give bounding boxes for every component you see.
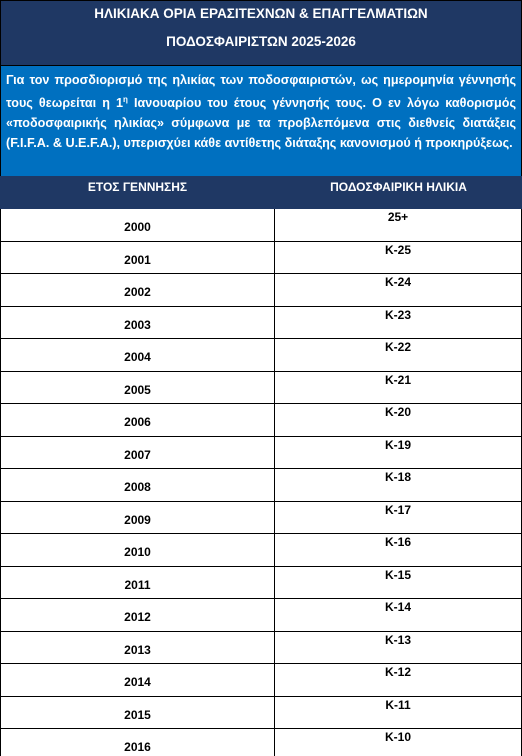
table-row: 2008 K-18	[0, 469, 522, 502]
table-body: 2000 25+ 2001 K-25 2002 K-24 2003 K-23 2004 K-22 2…	[0, 209, 522, 756]
age-cell: K-24	[275, 274, 522, 306]
table-row: 2005 K-21	[0, 371, 522, 404]
year-cell: 2010	[0, 534, 275, 566]
age-cell: K-16	[275, 534, 522, 566]
superscript: η	[122, 95, 128, 104]
year-cell: 2016	[0, 729, 275, 756]
table-row: 2009 K-17	[0, 501, 522, 534]
note-text: Ιανουαρίου του έτους γέννησής τους. Ο εν…	[6, 96, 516, 151]
year-cell: 2011	[0, 566, 275, 598]
table-row: 2000 25+	[0, 209, 522, 242]
year-cell: 2009	[0, 501, 275, 533]
age-cell: K-18	[275, 469, 522, 501]
year-cell: 2003	[0, 306, 275, 338]
age-cell: K-23	[275, 306, 522, 338]
year-cell: 2007	[0, 436, 275, 468]
table-row: 2007 K-19	[0, 436, 522, 469]
age-cell: K-15	[275, 566, 522, 598]
year-cell: 2000	[0, 209, 275, 241]
note: Για τον προσδιορισμό της ηλικίας των ποδ…	[0, 66, 522, 176]
age-cell: K-25	[275, 241, 522, 273]
age-cell: K-21	[275, 371, 522, 403]
title: ΠΟΔΟΣΦΑΙΡΙΣΤΩΝ 2025-2026	[166, 34, 356, 49]
age-cell: K-10	[275, 729, 522, 756]
age-cell: K-14	[275, 599, 522, 631]
year-cell: 2014	[0, 664, 275, 696]
table-row: 2002 K-24	[0, 274, 522, 307]
table-row: 2001 K-25	[0, 241, 522, 274]
table-row: 2014 K-12	[0, 664, 522, 697]
year-cell: 2006	[0, 404, 275, 436]
year-cell: 2001	[0, 241, 275, 273]
year-cell: 2005	[0, 371, 275, 403]
column-header: ΠΟΔΟΣΦΑΙΡΙΚΗ ΗΛΙΚΙΑ	[330, 180, 467, 194]
year-cell: 2002	[0, 274, 275, 306]
table-row: 2003 K-23	[0, 306, 522, 339]
table-row: 2011 K-15	[0, 566, 522, 599]
age-cell: K-19	[275, 436, 522, 468]
year-cell: 2008	[0, 469, 275, 501]
age-cell: K-20	[275, 404, 522, 436]
note-text: Για τον προσδιορισμό της ηλικίας των ποδ…	[6, 73, 516, 111]
age-cell: 25+	[275, 209, 522, 241]
table-row: 2004 K-22	[0, 339, 522, 372]
table-header: ΕΤΟΣ ΓΕΝΝΗΣΗΣ ΠΟΔΟΣΦΑΙΡΙΚΗ ΗΛΙΚΙΑ	[0, 176, 522, 209]
age-cell: K-13	[275, 631, 522, 663]
table-row: 2015 K-11	[0, 696, 522, 729]
age-cell: K-11	[275, 696, 522, 728]
table-row: 2010 K-16	[0, 534, 522, 567]
year-cell: 2013	[0, 631, 275, 663]
table-row: 2016 K-10	[0, 729, 522, 756]
age-cell: K-22	[275, 339, 522, 371]
header: ΗΛΙΚΙΑΚΑ ΟΡΙΑ ΕΡΑΣΙΤΕΧΝΩΝ & ΕΠΑΓΓΕΛΜΑΤΙΩ…	[0, 0, 522, 66]
age-cell: K-12	[275, 664, 522, 696]
year-cell: 2015	[0, 696, 275, 728]
column-header: ΕΤΟΣ ΓΕΝΝΗΣΗΣ	[87, 180, 188, 194]
table-row: 2006 K-20	[0, 404, 522, 437]
table-row: 2012 K-14	[0, 599, 522, 632]
title: ΗΛΙΚΙΑΚΑ ΟΡΙΑ ΕΡΑΣΙΤΕΧΝΩΝ & ΕΠΑΓΓΕΛΜΑΤΙΩ…	[94, 6, 428, 21]
table-row: 2013 K-13	[0, 631, 522, 664]
year-cell: 2004	[0, 339, 275, 371]
age-cell: K-17	[275, 501, 522, 533]
year-cell: 2012	[0, 599, 275, 631]
